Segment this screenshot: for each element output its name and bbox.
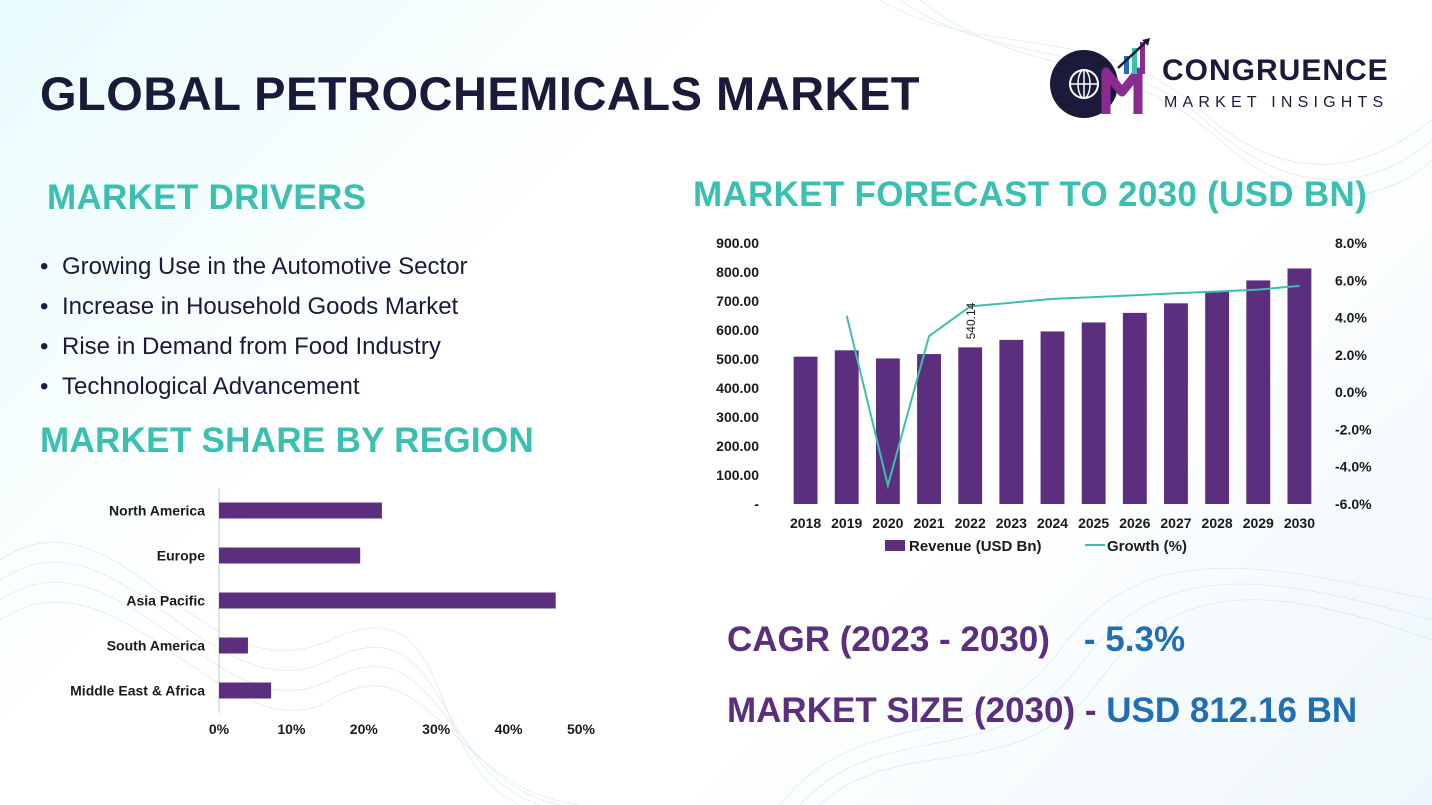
region-bar xyxy=(219,682,272,699)
bullet-icon: • xyxy=(40,373,49,400)
x-tick-label: 2030 xyxy=(1284,515,1315,531)
revenue-bar xyxy=(958,347,983,504)
legend-label: Revenue (USD Bn) xyxy=(909,538,1042,555)
driver-item: • Increase in Household Goods Market xyxy=(40,292,468,332)
bullet-icon: • xyxy=(40,333,49,360)
x-tick-label: 2026 xyxy=(1119,515,1150,531)
region-bar xyxy=(219,592,556,609)
x-tick-label: 2022 xyxy=(955,515,986,531)
x-tick-label: 2021 xyxy=(913,515,944,531)
x-tick-label: 2029 xyxy=(1243,515,1274,531)
growth-line xyxy=(845,284,1300,490)
market-size-label: MARKET SIZE (2030) - xyxy=(727,691,1097,730)
market-size-kpi: MARKET SIZE (2030) - USD 812.16 BN xyxy=(727,691,1357,731)
y-tick-label: 900.00 xyxy=(716,235,759,251)
market-size-value: USD 812.16 BN xyxy=(1106,691,1358,730)
cagr-value: - 5.3% xyxy=(1083,620,1186,659)
logo-tagline: MARKET INSIGHTS xyxy=(1164,94,1389,111)
region-bar xyxy=(219,502,382,519)
driver-item: • Technological Advancement xyxy=(40,372,468,412)
category-label: South America xyxy=(107,638,205,654)
y-tick-label: 500.00 xyxy=(716,351,759,367)
revenue-bar xyxy=(999,339,1024,504)
cagr-label: CAGR (2023 - 2030) xyxy=(727,620,1050,659)
y2-tick-label: -6.0% xyxy=(1335,496,1372,512)
revenue-bar xyxy=(834,350,859,504)
legend-label: Growth (%) xyxy=(1107,538,1187,555)
x-tick-label: 2023 xyxy=(996,515,1027,531)
y-tick-label: - xyxy=(754,496,759,512)
driver-text: Technological Advancement xyxy=(62,373,360,400)
drivers-list: • Growing Use in the Automotive Sector • I… xyxy=(40,252,468,412)
region-heading: MARKET SHARE BY REGION xyxy=(40,421,535,460)
category-label: Europe xyxy=(157,548,205,564)
y2-tick-label: 0.0% xyxy=(1335,384,1367,400)
page-title: GLOBAL PETROCHEMICALS MARKET xyxy=(40,67,921,120)
y-tick-label: 800.00 xyxy=(716,264,759,280)
x-tick-label: 2020 xyxy=(872,515,903,531)
y-tick-label: 400.00 xyxy=(716,380,759,396)
y2-tick-label: 4.0% xyxy=(1335,310,1367,326)
y-tick-label: 700.00 xyxy=(716,293,759,309)
x-tick-label: 2028 xyxy=(1202,515,1233,531)
category-label: North America xyxy=(109,503,205,519)
revenue-bar xyxy=(1287,268,1312,504)
region-share-chart: North America Europe Asia Pacific South Ame… xyxy=(70,488,596,737)
revenue-bar xyxy=(1122,312,1147,504)
x-tick-label: 2019 xyxy=(831,515,862,531)
y-tick-label: 300.00 xyxy=(716,409,759,425)
category-label: Asia Pacific xyxy=(126,593,205,609)
driver-item: • Rise in Demand from Food Industry xyxy=(40,332,468,372)
data-label: 540.14 xyxy=(964,302,978,339)
forecast-heading: MARKET FORECAST TO 2030 (USD BN) xyxy=(693,175,1368,214)
y-tick-label: 100.00 xyxy=(716,467,759,483)
y2-tick-label: 2.0% xyxy=(1335,347,1367,363)
revenue-bar xyxy=(917,354,941,504)
logo-mark-icon xyxy=(1050,38,1150,118)
y2-tick-label: 8.0% xyxy=(1335,235,1367,251)
revenue-bar xyxy=(875,358,900,504)
x-tick-label: 40% xyxy=(495,721,524,737)
drivers-heading: MARKET DRIVERS xyxy=(47,178,367,217)
x-tick-label: 2018 xyxy=(790,515,821,531)
driver-item: • Growing Use in the Automotive Sector xyxy=(40,252,468,292)
bullet-icon: • xyxy=(40,253,49,280)
y2-tick-label: -2.0% xyxy=(1335,421,1372,437)
y2-tick-label: -4.0% xyxy=(1335,459,1372,475)
x-tick-label: 20% xyxy=(350,721,379,737)
forecast-chart: - 100.00 200.00 300.00 400.00 500.00 600.00 700… xyxy=(716,235,1372,555)
x-tick-label: 30% xyxy=(422,721,451,737)
x-tick-label: 10% xyxy=(277,721,306,737)
bullet-icon: • xyxy=(40,293,49,320)
brand-logo: CONGRUENCE MARKET INSIGHTS xyxy=(1044,38,1394,120)
y2-tick-label: 6.0% xyxy=(1335,272,1367,288)
x-tick-label: 2027 xyxy=(1160,515,1191,531)
category-label: Middle East & Africa xyxy=(70,683,205,699)
region-bar xyxy=(219,547,361,564)
x-tick-label: 0% xyxy=(209,721,230,737)
cagr-kpi: CAGR (2023 - 2030) - 5.3% xyxy=(727,620,1185,660)
y-tick-label: 600.00 xyxy=(716,322,759,338)
driver-text: Growing Use in the Automotive Sector xyxy=(62,253,468,280)
revenue-bar xyxy=(1246,280,1271,504)
region-bar xyxy=(219,637,248,654)
x-tick-label: 50% xyxy=(567,721,596,737)
x-tick-label: 2025 xyxy=(1078,515,1109,531)
driver-text: Increase in Household Goods Market xyxy=(62,293,459,320)
revenue-bar xyxy=(793,356,818,504)
y-tick-label: 200.00 xyxy=(716,438,759,454)
legend-bar-swatch xyxy=(885,540,905,551)
x-tick-label: 2024 xyxy=(1037,515,1068,531)
revenue-bar xyxy=(1205,291,1230,504)
driver-text: Rise in Demand from Food Industry xyxy=(62,333,441,360)
revenue-bar xyxy=(1081,322,1106,504)
logo-name: CONGRUENCE xyxy=(1162,54,1389,87)
revenue-bar xyxy=(1164,303,1188,504)
revenue-bar xyxy=(1040,331,1065,504)
